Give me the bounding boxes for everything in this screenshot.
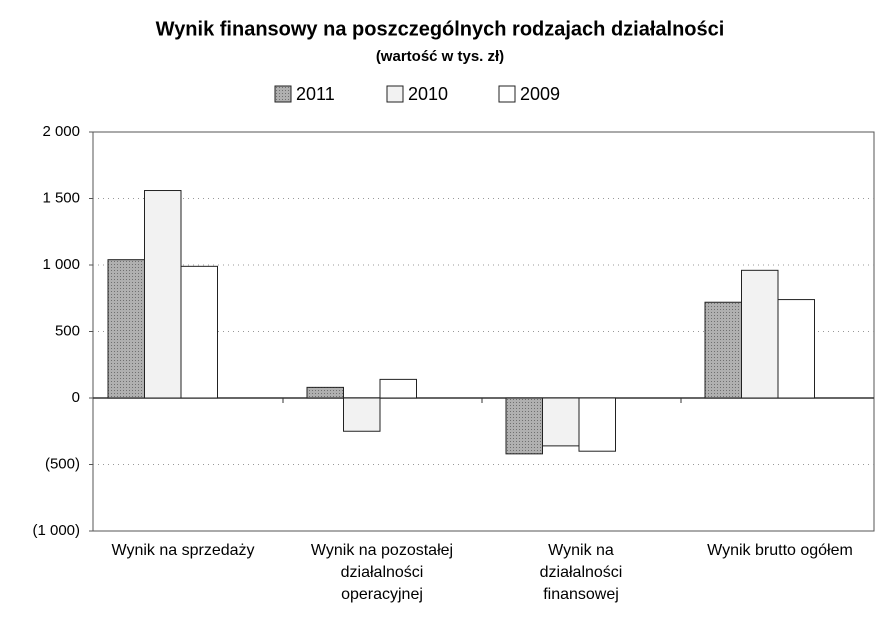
bar (144, 190, 182, 399)
x-tick-label: Wynik na pozostałej działalności operacy… (310, 542, 454, 603)
bar (180, 265, 218, 399)
legend-label: 2010 (408, 84, 448, 104)
bar (777, 299, 815, 399)
bar (704, 301, 742, 399)
legend-swatch (274, 85, 292, 103)
x-tick-label: Wynik brutto ogółem (707, 542, 853, 559)
y-tick-label: 1 000 (42, 256, 80, 273)
bar (379, 378, 417, 399)
legend-label: 2011 (296, 84, 335, 104)
bar (578, 397, 616, 452)
y-tick-label: 0 (72, 389, 80, 406)
bar (306, 386, 344, 399)
y-tick-label: 1 500 (42, 189, 80, 206)
y-tick-label: (500) (45, 455, 80, 472)
bar (107, 259, 145, 399)
chart-subtitle: (wartość w tys. zł) (376, 48, 504, 65)
y-tick-label: 500 (55, 322, 80, 339)
legend-swatch (498, 85, 516, 103)
legend-swatch (386, 85, 404, 103)
x-tick-label: Wynik na działalności finansowej (539, 542, 623, 603)
bar (343, 397, 381, 432)
legend-label: 2009 (520, 84, 560, 104)
bar (505, 397, 543, 455)
bar (741, 269, 779, 399)
bar (542, 397, 580, 447)
y-tick-label: 2 000 (42, 123, 80, 140)
y-tick-label: (1 000) (32, 522, 80, 539)
x-tick-label: Wynik na sprzedaży (111, 542, 255, 559)
chart-title: Wynik finansowy na poszczególnych rodzaj… (156, 18, 725, 40)
